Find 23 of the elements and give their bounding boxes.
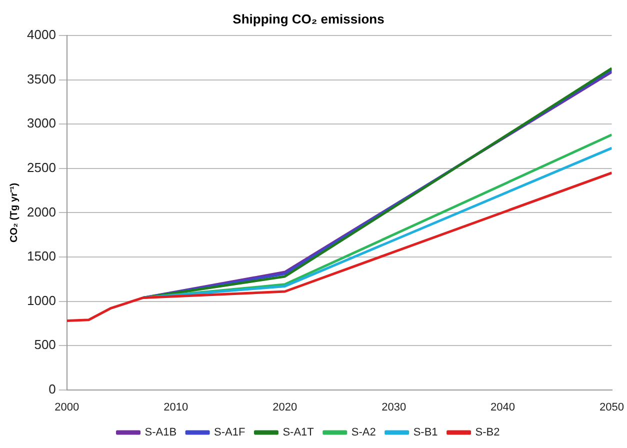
chart-title: Shipping CO₂ emissions [232,11,384,26]
y-tick-label: 3000 [27,116,56,131]
legend-label: S-A1B [144,426,177,439]
y-tick-label: 500 [34,337,56,352]
y-axis-title: CO₂ (Tg yr⁻¹) [8,182,20,243]
x-tick-label: 2000 [54,401,80,414]
x-tick-label: 2020 [272,401,298,414]
y-tick-label: 2000 [27,204,56,220]
legend-label: S-B1 [413,426,438,439]
x-tick-label: 2030 [382,401,406,414]
y-tick-label: 3500 [27,71,56,86]
x-tick-label: 2040 [490,401,516,414]
legend-label: S-A1F [214,426,246,439]
legend-label: S-A1T [282,426,314,439]
x-tick-label: 2010 [164,401,188,414]
legend-label: S-A2 [351,426,376,439]
y-tick-label: 2500 [27,160,56,176]
x-tick-label: 2050 [600,401,624,414]
y-tick-label: 4000 [27,27,56,42]
legend-label: S-B2 [475,426,500,439]
y-tick-label: 1000 [27,292,56,308]
y-tick-label: 1500 [27,248,56,264]
y-tick-label: 0 [48,381,56,396]
